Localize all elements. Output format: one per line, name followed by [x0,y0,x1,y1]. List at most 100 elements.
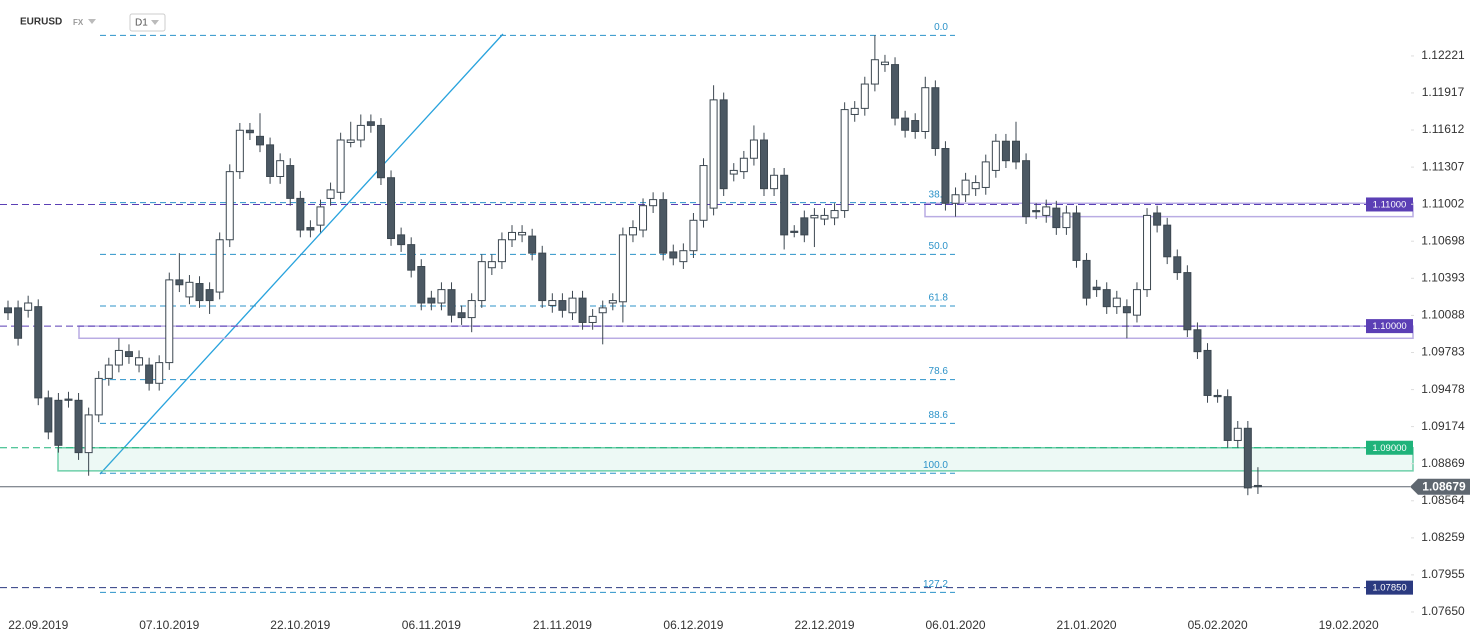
dropdown-arrow [151,20,159,25]
candle-body [487,261,496,269]
candle-body [245,129,254,134]
candle-body [44,397,53,433]
candle-body [548,300,557,306]
candle-body [34,306,43,399]
candle-body [588,315,597,323]
candle-body [1183,272,1192,331]
candle-body [84,414,93,454]
candle-body [558,300,567,311]
candle-body [326,189,335,199]
candle-body [749,139,758,159]
candle-body [649,199,658,207]
candle-body [145,364,154,384]
candle-body [4,307,12,314]
level-label: 1.10000 [1372,321,1406,332]
level-label: 1.09000 [1372,443,1406,454]
candle-body [538,252,547,302]
fib-label: 88.6 [929,410,949,421]
fib-label: 50.0 [929,241,949,252]
candle-body [931,87,940,150]
level-tag [1366,580,1413,595]
candle-body [709,99,718,209]
y-tick-label: 1.08564 [1421,493,1465,507]
y-tick-label: 1.12221 [1421,48,1465,62]
candle-body [639,205,648,231]
level-label: 1.11000 [1373,199,1407,210]
x-tick-label: 06.01.2020 [925,618,985,632]
candle-body [810,214,819,219]
candle-body [316,206,325,226]
candle-body [1243,427,1252,489]
x-tick-label: 06.12.2019 [663,618,723,632]
candle-body [860,83,869,109]
x-tick-label: 06.11.2019 [402,618,461,632]
candle-body [820,214,829,220]
candle-body [54,399,63,446]
y-tick-label: 1.09174 [1421,419,1465,433]
candle-body [376,124,385,179]
candle-body [155,362,164,384]
candle-body [800,217,809,236]
candle-body [1163,224,1172,258]
candle-body [256,135,264,146]
candle-body [1132,289,1141,316]
fib-label: 0.0 [934,22,948,33]
y-tick-label: 1.08259 [1421,530,1465,544]
candle-body [1143,214,1152,291]
y-tick-label: 1.10698 [1421,233,1465,247]
candle-body [1203,349,1212,396]
x-tick-label: 05.02.2020 [1188,618,1248,632]
candle-body [185,281,194,298]
x-tick-label: 22.10.2019 [270,618,330,632]
candle-body [14,307,23,339]
candle-body [1122,306,1131,314]
candle-body [901,117,910,131]
candle-body [1082,259,1091,299]
candle-body [608,300,617,304]
candle-body [760,139,768,190]
fib-label: 61.8 [929,293,949,304]
candle-body [981,161,990,188]
candle-body [528,235,537,254]
candle-body [880,61,889,66]
candle-body [266,144,275,177]
zone [924,202,1414,218]
candle-body [830,210,839,219]
candle-body [1042,206,1051,216]
candle-body [1052,207,1061,229]
y-tick-label: 1.08869 [1421,456,1465,470]
candle-body [1173,256,1182,274]
candle-body [1022,160,1031,218]
candle-body [135,357,144,366]
y-tick-label: 1.07650 [1421,604,1465,618]
candle-body [407,244,416,271]
zone [57,446,1414,472]
candle-body [437,289,446,304]
dropdown-arrow[interactable] [88,19,96,24]
y-tick-label: 1.10393 [1421,270,1465,284]
candle-body [1032,210,1041,213]
last-price-tag [1410,478,1470,495]
candle-body [991,140,1000,171]
candle-body [1012,140,1020,163]
y-tick-label: 1.09783 [1421,345,1465,359]
candle-body [578,297,587,323]
interval-select[interactable] [129,13,166,32]
fib-label: 100.0 [923,460,948,471]
candle-body [941,148,950,204]
candle-body [477,261,486,302]
candle-body [447,289,456,316]
candle-body [689,219,698,252]
candle-body [921,87,930,132]
candle-body [508,231,516,241]
candle-body [961,179,970,196]
candle-body [124,351,133,358]
y-tick-label: 1.11307 [1422,159,1465,173]
candle-body [840,109,849,212]
candle-body [719,99,728,190]
candle-body [951,194,960,204]
interval: D1 [135,18,148,29]
candle-body [618,234,627,303]
candle-body [387,177,396,240]
